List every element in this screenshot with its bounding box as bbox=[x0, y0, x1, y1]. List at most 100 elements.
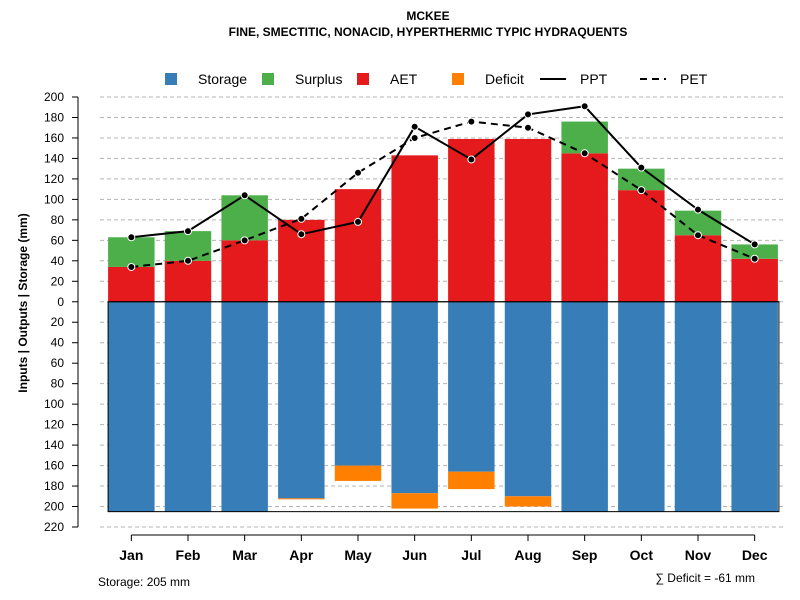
surplus-bar-dec bbox=[731, 244, 778, 259]
surplus-bar-feb bbox=[164, 231, 212, 261]
y-axis-label: Inputs | Outputs | Storage (mm) bbox=[16, 213, 30, 392]
legend-swatch-deficit bbox=[452, 73, 464, 85]
aet-bar-oct bbox=[618, 190, 665, 302]
ppt-point-mar bbox=[240, 191, 249, 200]
storage-bar-nov bbox=[674, 301, 722, 512]
ppt-point-feb bbox=[184, 227, 192, 236]
pet-point-jul bbox=[467, 117, 476, 126]
deficit-bar-may bbox=[334, 465, 382, 481]
x-tick-label-jun: Jun bbox=[402, 547, 427, 563]
y-tick-label: 60 bbox=[51, 233, 65, 247]
ppt-point-oct bbox=[637, 163, 646, 172]
storage-bar-mar bbox=[221, 301, 268, 512]
surplus-bar-oct bbox=[618, 168, 665, 191]
pet-point-mar bbox=[240, 236, 249, 245]
x-tick-label-sep: Sep bbox=[572, 547, 598, 563]
deficit-bars bbox=[278, 465, 552, 509]
storage-bar-aug bbox=[504, 301, 552, 497]
legend-item-storage: Storage bbox=[165, 71, 247, 87]
legend-swatch-surplus bbox=[262, 73, 274, 85]
storage-bar-may bbox=[334, 301, 382, 466]
ppt-point-jul bbox=[467, 155, 476, 164]
pet-point-feb bbox=[184, 256, 192, 265]
x-tick-label-oct: Oct bbox=[630, 547, 654, 563]
pet-point-may bbox=[354, 168, 362, 177]
storage-bars bbox=[108, 301, 778, 512]
y-tick-label: 160 bbox=[44, 459, 64, 473]
aet-bar-jan bbox=[108, 266, 155, 302]
x-tick-label-aug: Aug bbox=[514, 547, 541, 563]
grid-lines bbox=[100, 96, 783, 528]
storage-bar-dec bbox=[731, 301, 778, 512]
storage-bar-sep bbox=[561, 301, 608, 512]
ppt-line bbox=[131, 105, 756, 246]
ppt-point-dec bbox=[750, 240, 759, 249]
y-tick-label: 80 bbox=[51, 213, 65, 227]
legend-swatch-storage bbox=[165, 73, 177, 85]
legend-label-storage: Storage bbox=[198, 71, 247, 87]
storage-bar-jun bbox=[391, 301, 438, 494]
series-lines bbox=[127, 102, 759, 271]
y-tick-label: 80 bbox=[51, 377, 65, 391]
legend-label-surplus: Surplus bbox=[295, 71, 342, 87]
aet-bars bbox=[108, 138, 778, 302]
y-tick-label: 100 bbox=[44, 397, 64, 411]
legend-label-deficit: Deficit bbox=[485, 71, 524, 87]
axes: 200 180 160 140 120 100 80 60 40 200 20 40 60 80 100 12… bbox=[44, 90, 768, 563]
deficit-footer: ∑ Deficit = -61 mm bbox=[655, 571, 755, 585]
aet-bar-dec bbox=[731, 258, 778, 302]
pet-point-jan bbox=[127, 262, 136, 271]
x-tick-label-apr: Apr bbox=[289, 547, 314, 563]
y-tick-label: 40 bbox=[51, 336, 65, 350]
legend-label-aet: AET bbox=[390, 71, 418, 87]
x-tick-label-jul: Jul bbox=[461, 547, 481, 563]
aet-bar-may bbox=[334, 189, 382, 302]
x-tick-label-feb: Feb bbox=[176, 547, 201, 563]
storage-bar-oct bbox=[618, 301, 665, 512]
y-tick-label: 120 bbox=[44, 172, 64, 186]
y-tick-label: 180 bbox=[44, 479, 64, 493]
y-tick-label: 20 bbox=[51, 274, 65, 288]
storage-footer: Storage: 205 mm bbox=[98, 575, 190, 589]
y-tick-label: 20 bbox=[51, 315, 65, 329]
y-tick-label: 60 bbox=[51, 356, 65, 370]
legend-item-pet: PET bbox=[640, 71, 708, 87]
y-tick-label: 220 bbox=[44, 520, 64, 534]
pet-point-aug bbox=[524, 123, 532, 132]
ppt-point-apr bbox=[297, 230, 306, 239]
x-tick-label-mar: Mar bbox=[232, 547, 257, 563]
x-tick-label-jan: Jan bbox=[119, 547, 143, 563]
pet-point-jun bbox=[410, 133, 419, 142]
y-tick-label: 180 bbox=[44, 110, 64, 124]
y-tick-label: 40 bbox=[51, 254, 65, 268]
legend-item-aet: AET bbox=[357, 71, 418, 87]
legend-item-deficit: Deficit bbox=[452, 71, 524, 87]
surplus-bar-mar bbox=[221, 195, 268, 241]
y-tick-label: 200 bbox=[44, 90, 64, 104]
aet-bar-feb bbox=[164, 260, 212, 302]
legend-label-pet: PET bbox=[680, 71, 708, 87]
y-tick-label: 120 bbox=[44, 418, 64, 432]
y-tick-label: 100 bbox=[44, 192, 64, 206]
ppt-point-may bbox=[354, 217, 362, 226]
pet-point-oct bbox=[637, 186, 646, 195]
legend-item-ppt: PPT bbox=[540, 71, 608, 87]
pet-point-dec bbox=[750, 254, 759, 263]
y-tick-label: 140 bbox=[44, 151, 64, 165]
pet-point-nov bbox=[694, 231, 702, 240]
aet-bar-jun bbox=[391, 155, 438, 302]
y-tick-label: 160 bbox=[44, 131, 64, 145]
legend-item-surplus: Surplus bbox=[262, 71, 342, 87]
surplus-bar-sep bbox=[561, 121, 608, 154]
chart-title: MCKEE bbox=[406, 9, 449, 23]
deficit-bar-apr bbox=[278, 498, 325, 500]
x-tick-label-may: May bbox=[344, 547, 371, 563]
aet-bar-nov bbox=[674, 235, 722, 302]
ppt-point-sep bbox=[580, 102, 589, 111]
ppt-point-jan bbox=[127, 233, 136, 242]
y-tick-label: 200 bbox=[44, 500, 64, 514]
bars bbox=[107, 121, 780, 513]
deficit-bar-aug bbox=[504, 496, 552, 507]
aet-bar-jul bbox=[448, 138, 495, 302]
storage-bar-jul bbox=[448, 301, 495, 472]
